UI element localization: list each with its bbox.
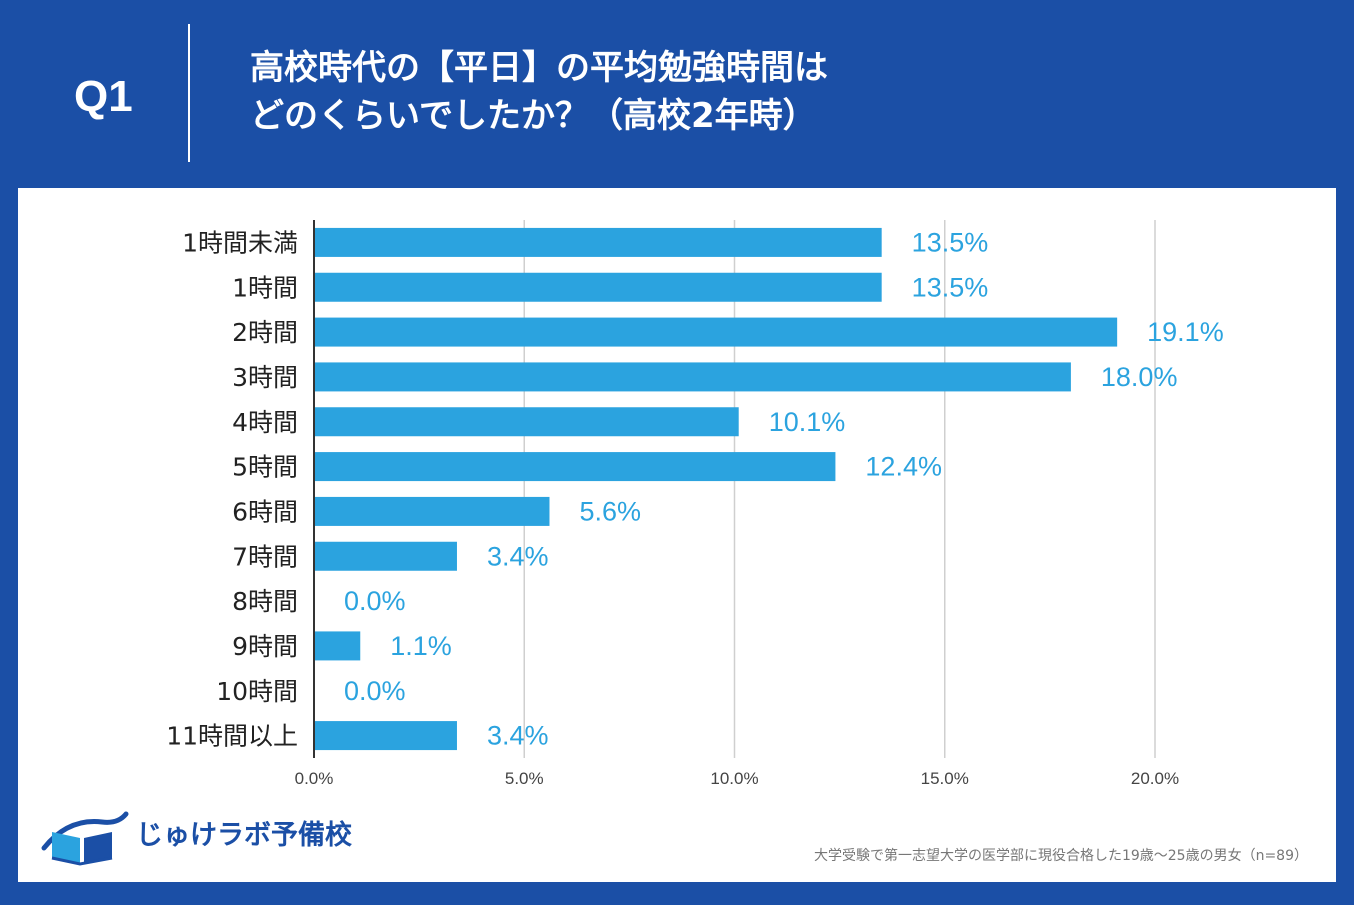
bar	[314, 496, 550, 526]
category-label: 6時間	[232, 497, 298, 526]
x-tick-label: 20.0%	[1131, 769, 1179, 788]
bar	[314, 407, 739, 437]
question-title: 高校時代の【平日】の平均勉強時間は どのくらいでしたか？（高校2年時）	[250, 44, 1300, 140]
category-label: 8時間	[232, 587, 298, 616]
header: Q1 高校時代の【平日】の平均勉強時間は どのくらいでしたか？（高校2年時）	[0, 0, 1354, 188]
category-label: 10時間	[216, 677, 298, 706]
x-tick-label: 15.0%	[921, 769, 969, 788]
bar	[314, 272, 882, 302]
value-label: 3.4%	[487, 721, 549, 751]
value-label: 18.0%	[1101, 362, 1178, 392]
x-tick-label: 0.0%	[295, 769, 334, 788]
header-divider	[188, 24, 190, 162]
logo-text: じゅけラボ予備校	[136, 820, 352, 851]
question-number: Q1	[74, 72, 133, 121]
bar-chart: 0.0% 5.0% 10.0% 15.0% 20.0% 1時間未満 13.5% 1時間 13.5…	[166, 220, 1224, 788]
bar	[314, 631, 361, 661]
category-label: 9時間	[232, 632, 298, 661]
value-label: 3.4%	[487, 541, 549, 571]
question-title-line2: どのくらいでしたか？（高校2年時）	[250, 96, 817, 136]
bar	[314, 317, 1118, 347]
bar	[314, 452, 836, 482]
bar	[314, 227, 882, 257]
category-label: 1時間未満	[182, 228, 298, 257]
x-tick-label: 5.0%	[505, 769, 544, 788]
value-label: 0.0%	[344, 676, 406, 706]
logo: じゅけラボ予備校	[38, 808, 368, 868]
value-label: 12.4%	[865, 452, 942, 482]
value-label: 13.5%	[912, 272, 989, 302]
category-label: 4時間	[232, 408, 298, 437]
book-logo-icon	[41, 811, 129, 866]
category-label: 7時間	[232, 542, 298, 571]
category-label: 2時間	[232, 318, 298, 347]
x-tick-label: 10.0%	[710, 769, 758, 788]
bar	[314, 721, 457, 751]
value-label: 13.5%	[912, 227, 989, 257]
category-label: 5時間	[232, 453, 298, 482]
category-label: 3時間	[232, 363, 298, 392]
value-label: 0.0%	[344, 586, 406, 616]
value-label: 5.6%	[579, 496, 641, 526]
value-label: 10.1%	[769, 407, 846, 437]
bar	[314, 541, 457, 571]
value-label: 1.1%	[390, 631, 452, 661]
chart-panel: 0.0% 5.0% 10.0% 15.0% 20.0% 1時間未満 13.5% 1時間 13.5…	[18, 188, 1336, 882]
value-label: 19.1%	[1147, 317, 1224, 347]
question-title-line1: 高校時代の【平日】の平均勉強時間は	[250, 48, 828, 88]
footnote: 大学受験で第一志望大学の医学部に現役合格した19歳～25歳の男女（n=89）	[813, 848, 1308, 864]
category-label: 11時間以上	[166, 722, 298, 751]
bar	[314, 362, 1071, 392]
category-label: 1時間	[232, 273, 298, 302]
